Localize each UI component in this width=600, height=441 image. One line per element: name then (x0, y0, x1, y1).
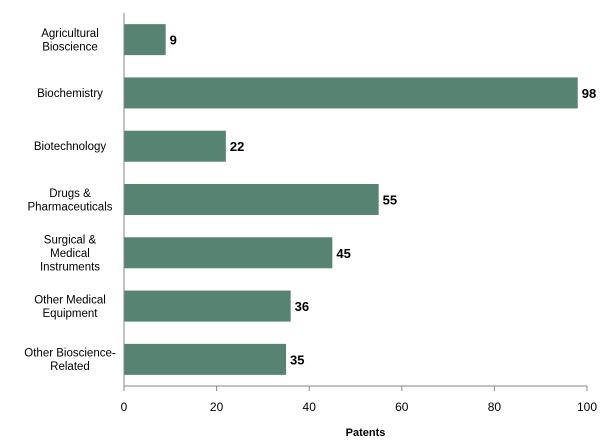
category-label: Surgical & Medical Instruments (40, 234, 100, 273)
category-labels-group: Agricultural Bioscience Biochemistry Biotec… (24, 28, 116, 373)
category-label-line: Other Medical (34, 294, 106, 306)
category-label-line: Other Bioscience- (24, 348, 116, 360)
bar (124, 77, 578, 109)
data-label: 45 (336, 246, 350, 261)
bar (124, 24, 166, 56)
bar (124, 290, 291, 322)
x-tick-label: 20 (210, 400, 224, 414)
category-label-line: Biochemistry (37, 88, 103, 100)
bar (124, 343, 287, 375)
data-label: 98 (582, 86, 596, 101)
category-label-line: Agricultural (41, 28, 99, 40)
category-label-line: Related (50, 361, 90, 373)
data-label: 36 (295, 299, 309, 314)
x-tick-label: 80 (488, 400, 502, 414)
category-label-line: Equipment (43, 308, 99, 320)
category-label: Other Medical Equipment (34, 294, 106, 320)
category-label: Drugs & Pharmaceuticals (27, 188, 112, 214)
data-label: 22 (230, 139, 244, 154)
data-label: 9 (170, 33, 177, 48)
x-tick-label: 60 (395, 400, 409, 414)
category-label-line: Surgical & (44, 234, 97, 246)
category-label-line: Bioscience (42, 41, 98, 53)
bars-group (124, 24, 578, 375)
x-axis-title: Patents (346, 427, 386, 439)
bar (124, 130, 226, 162)
data-label: 35 (290, 352, 304, 367)
category-label-line: Drugs & (49, 188, 91, 200)
x-tick-label: 100 (577, 400, 597, 414)
category-label: Biochemistry (37, 88, 103, 100)
category-label-line: Biotechnology (34, 141, 106, 153)
x-tick-label: 40 (303, 400, 317, 414)
data-label: 55 (383, 193, 397, 208)
x-tick-label: 0 (121, 400, 128, 414)
category-label-line: Pharmaceuticals (27, 201, 112, 213)
x-ticks-group: 0 20 40 60 80 100 (121, 386, 597, 414)
bar (124, 184, 379, 215)
category-label: Agricultural Bioscience (41, 28, 99, 54)
bar (124, 237, 333, 269)
category-label: Other Bioscience-Related (24, 348, 116, 374)
data-labels-group: 9 98 22 55 45 36 35 (170, 33, 597, 368)
category-label: Biotechnology (34, 141, 106, 153)
category-label-line: Medical (50, 248, 90, 260)
category-label-line: Instruments (40, 261, 100, 273)
